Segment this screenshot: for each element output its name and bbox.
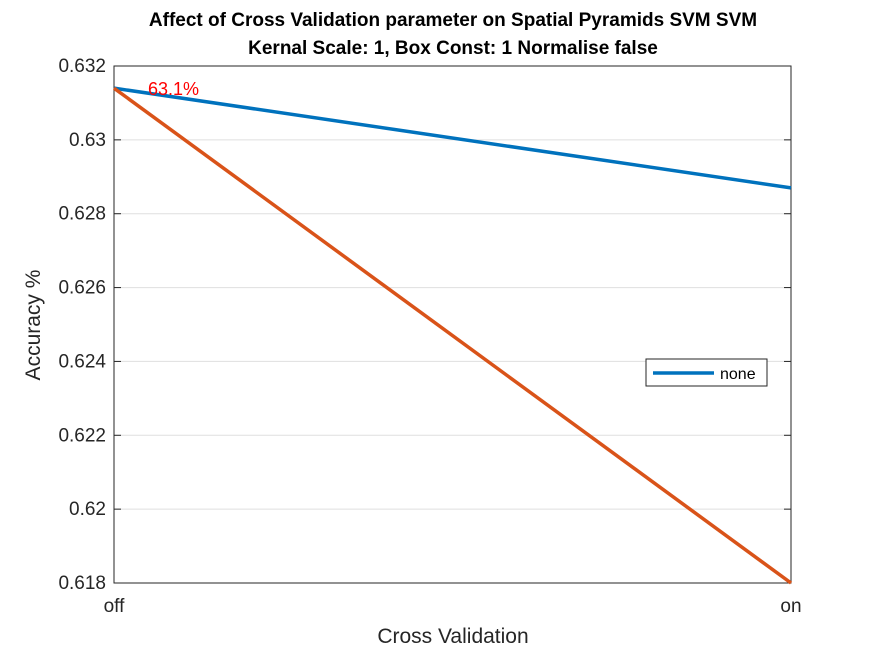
- y-axis-label: Accuracy %: [22, 270, 45, 381]
- series-lines: [112, 86, 793, 585]
- y-tick-label: 0.622: [58, 425, 106, 446]
- chart-title: Affect of Cross Validation parameter on …: [149, 10, 757, 31]
- series-line-series-2: [112, 86, 793, 585]
- y-tick-label: 0.628: [58, 204, 106, 225]
- x-tick-label: off: [104, 596, 126, 617]
- legend[interactable]: none: [645, 358, 768, 387]
- y-tick-label: 0.624: [58, 351, 106, 372]
- x-axis-label: Cross Validation: [377, 625, 528, 648]
- x-ticks: off on: [104, 596, 802, 617]
- y-tick-label: 0.626: [58, 278, 106, 299]
- y-tick-label: 0.62: [69, 499, 106, 520]
- chart-subtitle: Kernal Scale: 1, Box Const: 1 Normalise …: [248, 38, 658, 59]
- x-tick-label: on: [780, 596, 801, 617]
- y-tick-label: 0.632: [58, 56, 106, 77]
- grid-lines: [114, 139, 791, 510]
- data-label-annotation: 63.1%: [148, 79, 199, 99]
- y-ticks: 0.618 0.62 0.622 0.624 0.626 0.628 0.63 0.632: [58, 56, 791, 594]
- legend-entry-none: none: [720, 366, 756, 383]
- plot-area: [113, 65, 792, 584]
- y-tick-label: 0.618: [58, 573, 106, 594]
- series-line-none: [113, 86, 792, 190]
- y-tick-label: 0.63: [69, 130, 106, 151]
